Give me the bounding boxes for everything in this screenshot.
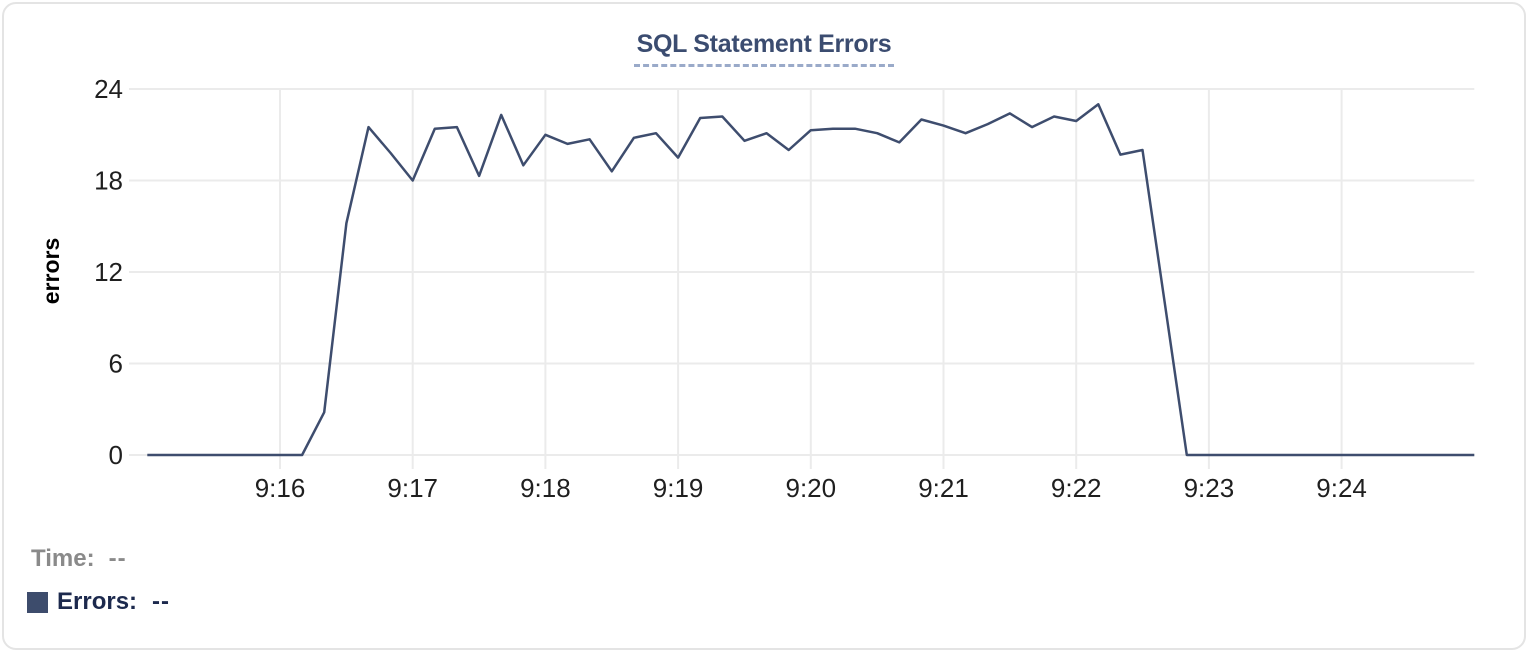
tooltip-time-value: -- bbox=[108, 545, 127, 572]
tooltip-errors-label: Errors: bbox=[57, 588, 138, 615]
x-tick-label: 9:23 bbox=[1184, 473, 1235, 503]
y-tick-label: 18 bbox=[94, 166, 123, 196]
x-tick-label: 9:17 bbox=[387, 473, 438, 503]
tooltip-time-row: Time: -- bbox=[31, 545, 127, 573]
axis-labels: 0 6 12 18 24 9:16 9:17 9:18 9:19 9:20 9:21 9:22 9:23… bbox=[94, 74, 1367, 503]
y-tick-label: 6 bbox=[109, 349, 123, 379]
legend-errors-row: Errors: -- bbox=[27, 588, 170, 616]
errors-line bbox=[147, 103, 1475, 457]
plot-hover-area[interactable] bbox=[147, 89, 1474, 455]
errors-series-swatch bbox=[27, 591, 48, 613]
y-tick-label: 24 bbox=[94, 74, 123, 104]
y-tick-label: 12 bbox=[94, 257, 123, 287]
chart-canvas: 0 6 12 18 24 9:16 9:17 9:18 9:19 9:20 9:21 9:22 9:23… bbox=[38, 74, 1475, 503]
chart-title[interactable]: SQL Statement Errors bbox=[633, 30, 895, 67]
tooltip-errors-value: -- bbox=[152, 588, 171, 615]
y-axis-title: errors bbox=[38, 238, 64, 304]
x-tick-label: 9:21 bbox=[918, 473, 969, 503]
gridlines bbox=[129, 88, 1475, 469]
y-tick-label: 0 bbox=[109, 440, 123, 470]
x-tick-label: 9:19 bbox=[653, 473, 704, 503]
chart-title-area: SQL Statement Errors bbox=[4, 30, 1524, 67]
x-tick-label: 9:22 bbox=[1051, 473, 1102, 503]
x-tick-label: 9:24 bbox=[1316, 473, 1367, 503]
x-tick-label: 9:16 bbox=[255, 473, 306, 503]
x-tick-label: 9:18 bbox=[520, 473, 571, 503]
x-tick-label: 9:20 bbox=[785, 473, 836, 503]
tooltip-time-label: Time: bbox=[31, 545, 95, 572]
